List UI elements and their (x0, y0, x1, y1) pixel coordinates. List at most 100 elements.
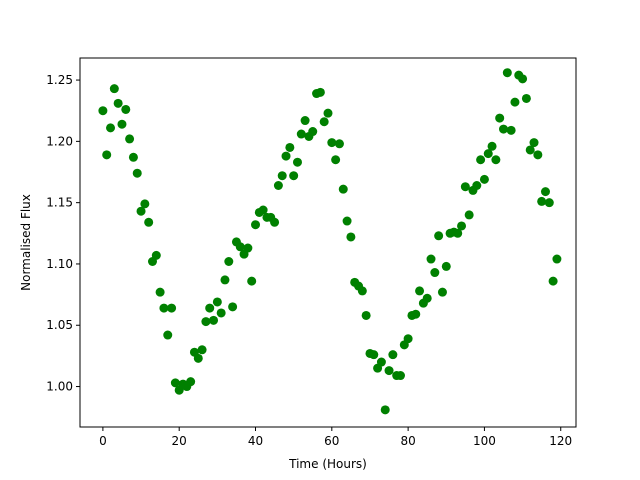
data-point (506, 125, 516, 135)
data-point (544, 198, 554, 208)
data-point (323, 108, 333, 118)
data-point (132, 168, 142, 178)
data-point (342, 216, 352, 226)
data-point (186, 377, 196, 387)
y-tick-label: 1.15 (46, 196, 73, 210)
data-point (479, 174, 489, 184)
x-tick-label: 100 (473, 434, 496, 448)
data-point (251, 220, 261, 230)
data-point (464, 210, 474, 220)
data-point (411, 309, 421, 319)
data-points (98, 68, 562, 415)
data-point (537, 196, 547, 206)
data-point (529, 138, 539, 148)
data-point (338, 184, 348, 194)
data-point (201, 317, 211, 327)
data-point (125, 134, 135, 144)
data-point (159, 303, 169, 313)
data-point (220, 275, 230, 285)
y-tick-label: 1.20 (46, 134, 73, 148)
data-point (437, 287, 447, 297)
data-point (205, 303, 215, 313)
data-point (430, 268, 440, 278)
data-point (285, 142, 295, 152)
x-tick-label: 80 (400, 434, 415, 448)
data-point (521, 93, 531, 103)
data-point (376, 357, 386, 367)
data-point (281, 151, 291, 161)
data-point (426, 254, 436, 264)
data-point (502, 68, 512, 78)
data-point (121, 104, 131, 114)
x-axis-label: Time (Hours) (288, 457, 367, 471)
data-point (128, 152, 138, 162)
data-point (395, 371, 405, 381)
data-point (136, 206, 146, 216)
x-tick-label: 40 (248, 434, 263, 448)
data-point (457, 221, 467, 231)
y-tick-label: 1.10 (46, 257, 73, 271)
data-point (277, 171, 287, 181)
data-point (170, 378, 180, 388)
data-point (415, 286, 425, 296)
data-point (357, 286, 367, 296)
data-point (315, 87, 325, 97)
data-point (533, 150, 543, 160)
data-point (476, 155, 486, 165)
data-point (296, 129, 306, 139)
data-point (369, 350, 379, 360)
data-point (380, 405, 390, 415)
data-point (289, 171, 299, 181)
data-point (495, 113, 505, 123)
data-point (361, 310, 371, 320)
data-point (453, 228, 463, 238)
data-point (106, 123, 116, 133)
data-point (487, 141, 497, 151)
data-point (155, 287, 165, 297)
data-point (491, 155, 501, 165)
data-point (113, 98, 123, 108)
x-tick-label: 120 (549, 434, 572, 448)
data-point (518, 74, 528, 84)
data-point (540, 187, 550, 197)
data-point (499, 124, 509, 134)
data-point (144, 217, 154, 227)
data-point (270, 217, 280, 227)
data-point (212, 297, 222, 307)
data-point (197, 345, 207, 355)
data-point (552, 254, 562, 264)
data-point (224, 257, 234, 266)
data-point (441, 261, 451, 271)
data-point (247, 276, 257, 286)
data-point (334, 139, 344, 149)
data-point (109, 84, 119, 94)
data-point (292, 157, 302, 167)
data-point (258, 205, 268, 215)
y-tick-label: 1.00 (46, 380, 73, 394)
data-point (483, 149, 493, 159)
data-point (235, 242, 245, 252)
data-point (388, 350, 398, 360)
x-tick-label: 0 (99, 434, 107, 448)
data-point (422, 293, 432, 303)
data-point (384, 366, 394, 376)
x-tick-label: 60 (324, 434, 339, 448)
data-point (403, 334, 413, 344)
data-point (319, 117, 329, 127)
y-tick-label: 1.05 (46, 318, 73, 332)
data-point (273, 181, 283, 190)
data-point (209, 315, 219, 325)
data-point (331, 155, 341, 165)
data-point (308, 127, 318, 137)
data-point (163, 330, 173, 340)
data-point (98, 106, 108, 116)
x-axis-ticks: 0 20 40 60 80 100 120 (99, 427, 572, 448)
y-axis-ticks: 1.00 1.05 1.10 1.15 1.20 1.25 (46, 73, 80, 394)
data-point (327, 138, 337, 148)
plot-frame (79, 57, 577, 428)
data-point (216, 308, 226, 318)
data-point (193, 353, 203, 363)
data-point (102, 150, 112, 160)
data-point (167, 303, 177, 313)
